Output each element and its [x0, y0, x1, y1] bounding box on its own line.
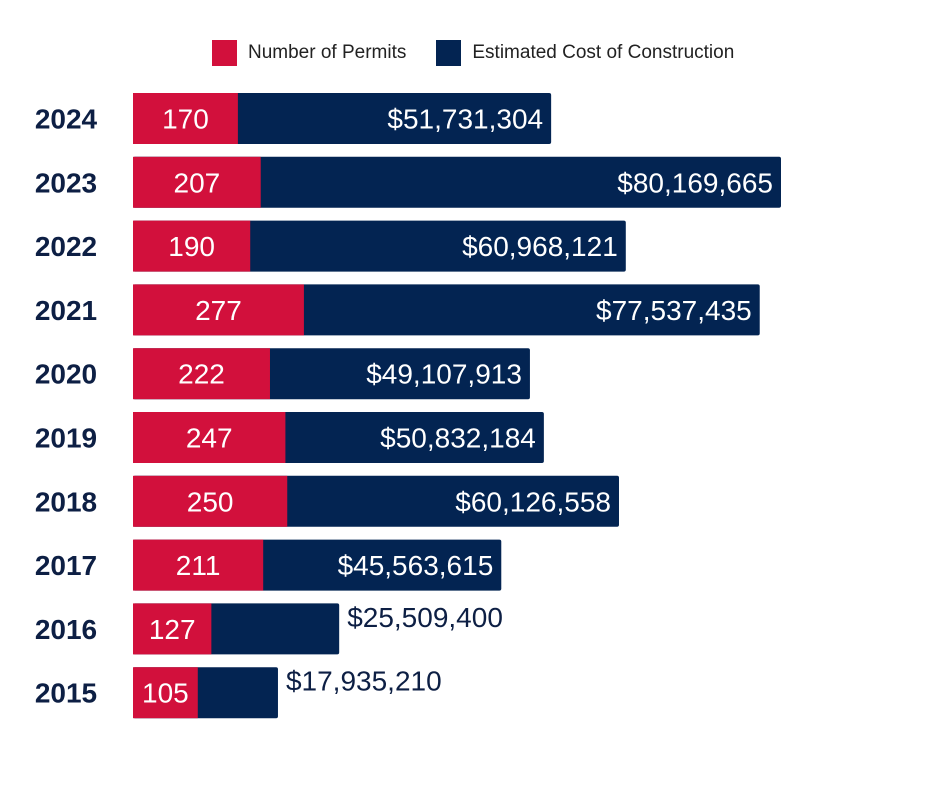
permits-bar-2020 [133, 348, 270, 400]
permits-value-label-2016: 127 [149, 614, 196, 645]
year-label-2016: 2016 [35, 614, 97, 645]
year-label-2020: 2020 [35, 359, 97, 390]
permits-value-label-2015: 105 [142, 678, 189, 709]
legend: Number of Permits Estimated Cost of Cons… [212, 40, 764, 66]
year-label-2022: 2022 [35, 231, 97, 262]
year-label-2021: 2021 [35, 295, 97, 326]
permits-bar-2022 [133, 220, 251, 272]
legend-swatch-permits [212, 40, 237, 66]
permits-bar-2023 [133, 156, 261, 208]
cost-value-label-2017: $45,563,615 [338, 550, 494, 581]
permits-value-label-2024: 170 [162, 104, 209, 135]
permits-bar-2024 [133, 93, 238, 144]
permits-value-label-2020: 222 [178, 359, 225, 390]
permits-bar-2015 [133, 667, 198, 719]
permits-value-label-2022: 190 [168, 231, 215, 262]
legend-item-cost: Estimated Cost of Construction [436, 40, 734, 66]
permits-value-label-2019: 247 [186, 423, 233, 454]
cost-value-label-2024: $51,731,304 [387, 104, 543, 135]
permits-bar-2021 [133, 284, 304, 336]
cost-bar-2022 [133, 220, 626, 272]
year-label-2019: 2019 [35, 423, 97, 454]
legend-label-permits: Number of Permits [248, 42, 407, 63]
permits-value-label-2021: 277 [195, 295, 242, 326]
legend-label-cost: Estimated Cost of Construction [472, 42, 735, 63]
year-label-2024: 2024 [35, 104, 98, 135]
cost-value-label-2022: $60,968,121 [462, 231, 618, 262]
permits-bar-2018 [133, 475, 288, 527]
year-label-2023: 2023 [35, 167, 97, 198]
legend-item-permits: Number of Permits [212, 40, 406, 66]
cost-value-label-2019: $50,832,184 [380, 423, 536, 454]
cost-value-label-2021: $77,537,435 [596, 295, 752, 326]
permits-value-label-2023: 207 [174, 167, 221, 198]
cost-value-label-2018: $60,126,558 [455, 486, 611, 517]
cost-value-label-2020: $49,107,913 [366, 359, 522, 390]
year-label-2018: 2018 [35, 486, 97, 517]
permits-bar-2016 [133, 603, 212, 655]
year-label-2017: 2017 [35, 550, 97, 581]
permits-value-label-2018: 250 [187, 486, 234, 517]
legend-swatch-cost [436, 40, 462, 66]
cost-value-label-2023: $80,169,665 [617, 167, 773, 198]
cost-value-label-2016: $25,509,400 [347, 602, 503, 633]
permits-bar-2019 [133, 412, 286, 463]
year-label-2015: 2015 [35, 678, 97, 709]
cost-bar-2023 [133, 156, 781, 208]
permits-bar-2017 [133, 539, 264, 591]
permits-value-label-2017: 211 [176, 550, 221, 581]
cost-value-label-2015: $17,935,210 [286, 666, 442, 697]
